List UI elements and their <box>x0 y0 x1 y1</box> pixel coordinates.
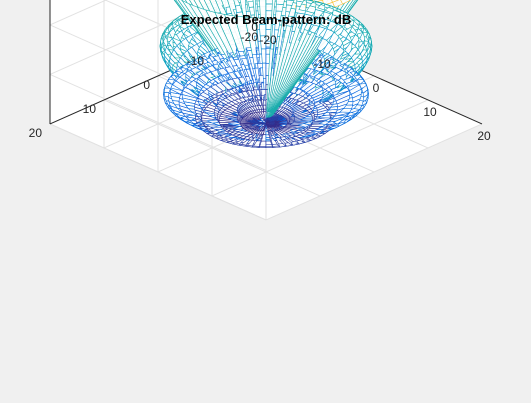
grid-line-z-right <box>49 123 267 221</box>
y-tick-label: -10 <box>187 54 205 68</box>
y-tick-label: 0 <box>143 78 150 92</box>
z-tick-label: 0 <box>251 20 258 34</box>
y-tick-label: 20 <box>29 126 43 140</box>
surface-mesh-cell <box>349 0 352 1</box>
y-tick-label: 10 <box>83 102 97 116</box>
surface-mesh-cell <box>366 92 369 99</box>
beam-surface <box>159 0 373 148</box>
x-tick-label: 20 <box>477 129 491 143</box>
surface-mesh-cell <box>265 146 274 148</box>
surface-mesh-cell <box>260 48 267 64</box>
x-tick-label: -20 <box>259 33 277 47</box>
surface-mesh-cell <box>272 0 356 115</box>
x-tick-label: 0 <box>373 81 380 95</box>
chart-title: Expected Beam-pattern: dB <box>181 12 351 27</box>
grid-line-z-left <box>49 0 219 75</box>
x-tick-label: 10 <box>423 105 437 119</box>
grid-line-z-right <box>49 73 267 171</box>
y-tick-label: -20 <box>241 30 259 44</box>
x-tick-label: -10 <box>313 57 331 71</box>
grid-line-y-floor <box>103 99 321 197</box>
surface-mesh-cell <box>370 43 373 51</box>
grid-line-z-left <box>49 0 108 26</box>
surface-mesh-cell <box>340 0 351 5</box>
surface-mesh-cell <box>261 62 267 79</box>
